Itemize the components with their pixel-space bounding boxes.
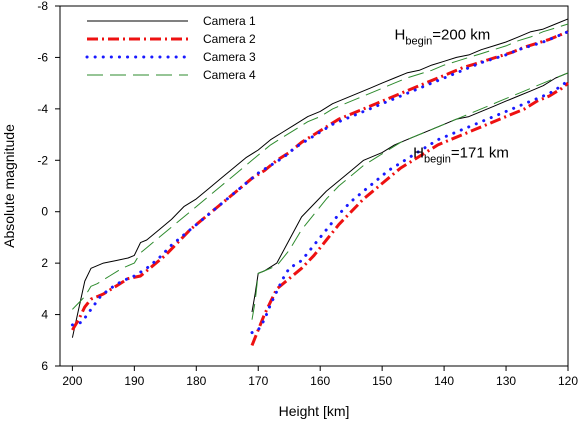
- axis-layer: 200 190 180 170 160 150 140 130 120 -8 -6 -4 -2 0 2 4 6: [37, 0, 578, 388]
- begin-height-annotation: Hbegin=171 km: [413, 145, 509, 166]
- series-line: [71, 18, 569, 338]
- x-tick-label: 150: [372, 374, 392, 388]
- y-tick-label: -4: [37, 102, 48, 116]
- x-tick-label: 200: [62, 374, 82, 388]
- legend-label: Camera 3: [203, 50, 256, 64]
- series-line: [70, 30, 570, 327]
- legend-label: Camera 1: [203, 14, 256, 28]
- series-2: [71, 30, 569, 346]
- y-tick-label: 0: [41, 205, 48, 219]
- series-3: [70, 30, 570, 335]
- legend-label: Camera 4: [203, 68, 256, 82]
- begin-height-annotation: Hbegin=200 km: [395, 26, 491, 47]
- x-tick-label: 190: [124, 374, 144, 388]
- y-axis-title: Absolute magnitude: [1, 124, 17, 248]
- x-tick-label: 180: [186, 374, 206, 388]
- plot-frame: [59, 5, 569, 367]
- legend-label: Camera 2: [203, 32, 256, 46]
- series-1: [71, 18, 569, 338]
- series-line: [72, 23, 569, 310]
- annotations: Hbegin=200 km Hbegin=171 km: [395, 26, 509, 165]
- series-line: [251, 72, 569, 313]
- y-tick-label: 6: [41, 359, 48, 373]
- y-tick-label: 4: [41, 308, 48, 322]
- y-tick-label: 2: [41, 256, 48, 270]
- x-tick-label: 130: [496, 374, 516, 388]
- x-tick-label: 120: [558, 374, 578, 388]
- series-layer: [70, 18, 570, 346]
- legend: Camera 1 Camera 2 Camera 3 Camera 4: [85, 14, 256, 82]
- y-tick-label: -6: [37, 50, 48, 64]
- series-line: [71, 30, 569, 331]
- x-tick-label: 160: [310, 374, 330, 388]
- series-4: [72, 23, 569, 320]
- y-tick-label: -2: [37, 153, 48, 167]
- x-axis-title: Height [km]: [279, 403, 350, 419]
- x-tick-label: 170: [248, 374, 268, 388]
- series-line: [250, 81, 569, 346]
- y-tick-label: -8: [37, 0, 48, 13]
- x-tick-label: 140: [434, 374, 454, 388]
- series-line: [251, 72, 569, 320]
- series-line: [250, 79, 570, 335]
